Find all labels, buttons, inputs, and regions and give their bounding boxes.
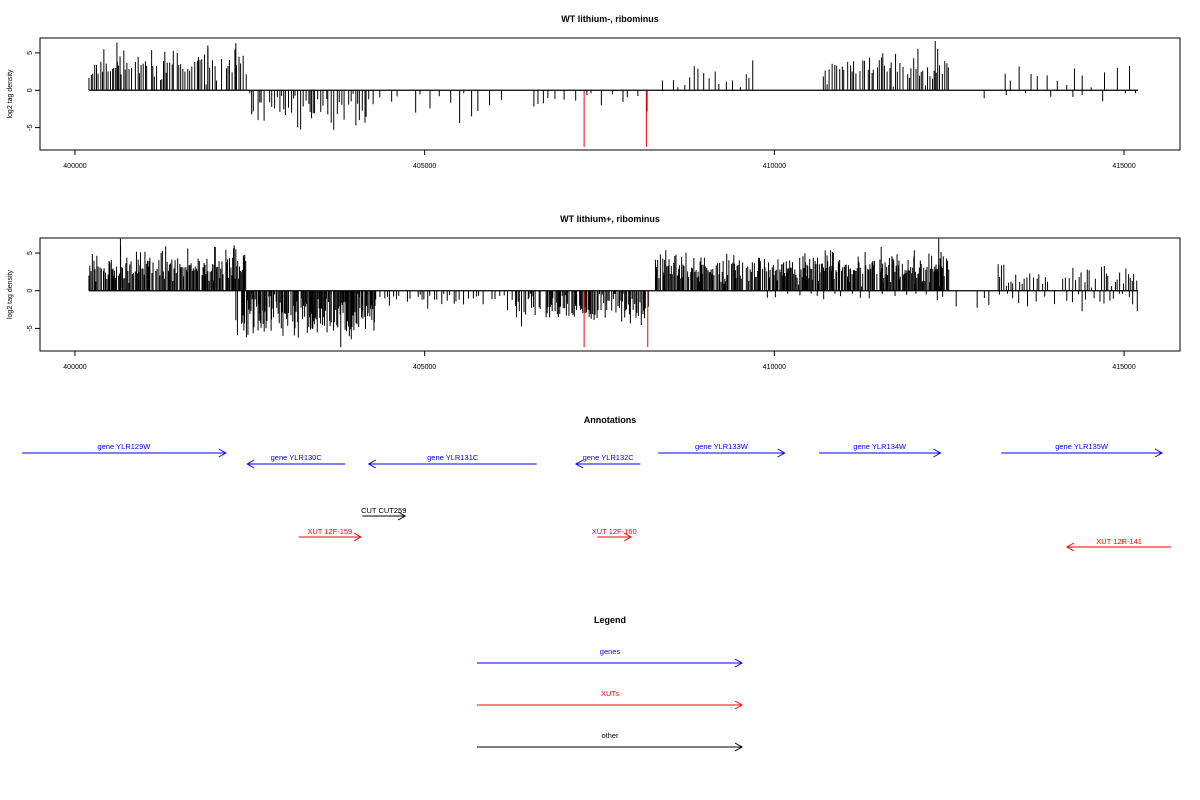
legend-label: other (601, 731, 619, 740)
feature-arrow: XUT 12F-160 (592, 527, 637, 542)
panel-title: WT lithium-, ribominus (561, 14, 659, 24)
feature-arrow: gene YLR133W (658, 442, 786, 458)
arrow-head (218, 448, 227, 458)
legend-arrow: genes (477, 647, 744, 668)
feature-arrow: gene YLR131C (367, 453, 537, 469)
legend-label: XUTs (601, 689, 619, 698)
x-tick-label: 405000 (413, 163, 436, 170)
feature-label: gene YLR133W (695, 442, 749, 451)
legend: Legend genes XUTs other (477, 615, 744, 752)
feature-label: gene YLR131C (427, 453, 479, 462)
y-tick-label: 5 (27, 251, 34, 255)
x-tick-label: 415000 (1112, 163, 1135, 170)
arrow-head (734, 658, 744, 668)
y-tick-label: -5 (27, 124, 34, 130)
arrow-head (353, 532, 362, 542)
feature-label: gene YLR135W (1055, 442, 1109, 451)
series-bars (583, 290, 649, 348)
y-tick-label: 0 (27, 88, 34, 92)
arrow-head (734, 700, 744, 710)
feature-arrow: gene YLR134W (818, 442, 942, 458)
arrow-head (246, 459, 255, 469)
track-panel-1: WT lithium-, ribominus -5 0 5 log2 tag densi… (7, 14, 1181, 170)
series-bars (583, 90, 647, 148)
y-tick-label: -5 (27, 325, 34, 331)
feature-label: CUT CUT259 (361, 506, 406, 515)
feature-arrow: XUT 12F-159 (298, 527, 362, 542)
feature-label: XUT 12F-160 (592, 527, 637, 536)
y-tick-label: 5 (27, 51, 34, 55)
feature-arrow: gene YLR135W (1001, 442, 1164, 458)
x-tick-label: 400000 (63, 163, 86, 170)
arrow-head (1154, 448, 1164, 458)
arrow-head (1065, 542, 1075, 552)
feature-arrow: XUT 12R-141 (1065, 537, 1172, 552)
panel-title: WT lithium+, ribominus (560, 214, 660, 224)
arrow-head (574, 459, 584, 469)
arrow-head (777, 448, 786, 458)
feature-label: gene YLR132C (583, 453, 635, 462)
legend-title: Legend (594, 615, 626, 625)
legend-label: genes (600, 647, 621, 656)
y-tick-label: 0 (27, 289, 34, 293)
annotations-title: Annotations (584, 415, 637, 425)
x-tick-label: 400000 (63, 364, 86, 371)
y-axis-label: log2 tag density (7, 69, 14, 119)
feature-label: XUT 12R-141 (1096, 537, 1142, 546)
series-bars (88, 40, 1136, 130)
feature-arrow: gene YLR130C (246, 453, 346, 469)
arrow-head (734, 742, 744, 752)
series-bars (88, 238, 1138, 348)
y-axis-label: log2 tag density (7, 269, 14, 319)
plot-frame (39, 237, 1181, 352)
arrow-head (933, 448, 942, 458)
feature-label: XUT 12F-159 (307, 527, 352, 536)
track-panel-2: WT lithium+, ribominus -5 0 5 log2 tag densi… (7, 214, 1181, 371)
feature-arrow: gene YLR129W (22, 442, 227, 458)
arrow-head (623, 532, 633, 542)
arrow-head (367, 459, 376, 469)
legend-arrow: XUTs (477, 689, 744, 710)
feature-label: gene YLR134W (853, 442, 907, 451)
plot-frame (39, 37, 1181, 151)
feature-label: gene YLR129W (98, 442, 152, 451)
x-tick-label: 415000 (1112, 364, 1135, 371)
feature-arrow: gene YLR132C (574, 453, 641, 469)
feature-label: gene YLR130C (271, 453, 323, 462)
x-tick-label: 410000 (763, 163, 786, 170)
feature-arrow: CUT CUT259 (361, 506, 407, 521)
x-tick-label: 405000 (413, 364, 436, 371)
arrow-head (397, 511, 407, 521)
annotations-track: Annotations gene YLR129W gene YLR130C gene … (22, 415, 1172, 552)
legend-arrow: other (477, 731, 744, 752)
x-tick-label: 410000 (763, 364, 786, 371)
